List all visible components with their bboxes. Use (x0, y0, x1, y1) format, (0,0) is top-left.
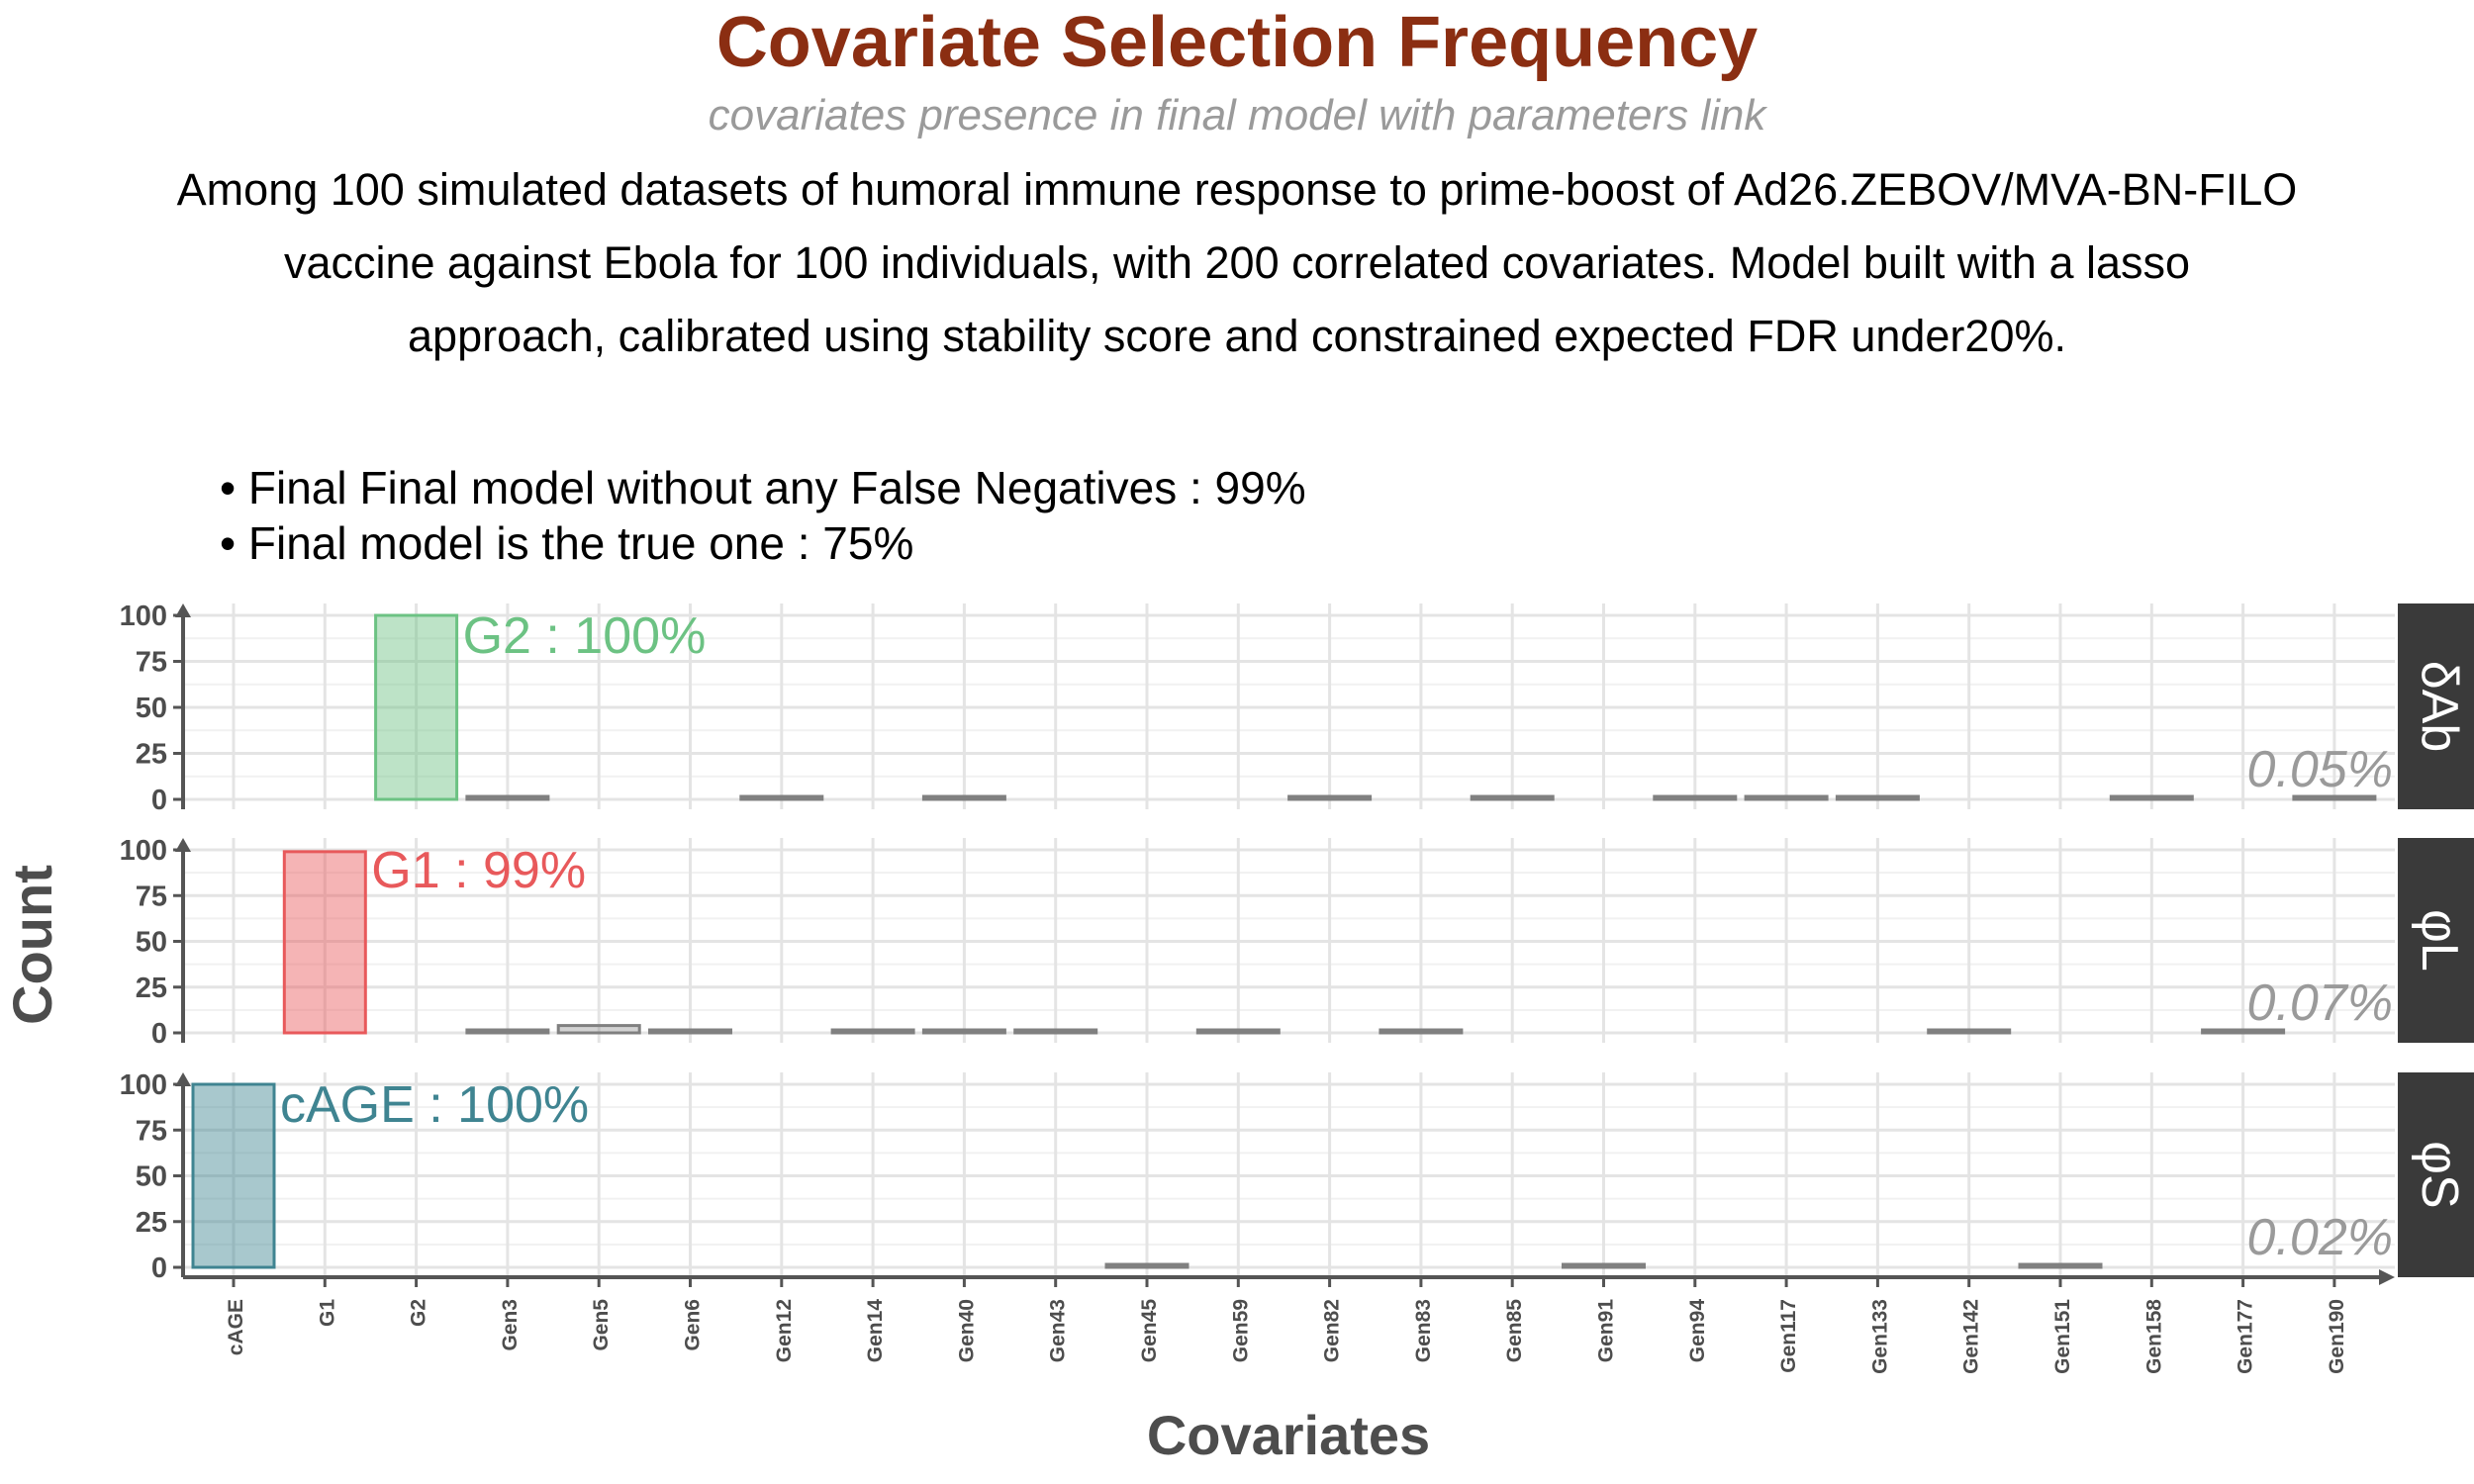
y-tick-label: 50 (136, 927, 167, 959)
panel-strip-label: φL (2411, 909, 2468, 972)
y-tick-label: 50 (136, 693, 167, 724)
x-tick-label: Gen12 (773, 1299, 796, 1362)
caption-line: approach, calibrated using stability sco… (408, 311, 2066, 361)
bar-Gen94 (1653, 794, 1738, 801)
bar-Gen3 (465, 1028, 550, 1035)
x-tick-label: Gen177 (2235, 1299, 2257, 1374)
x-tick-label: Gen59 (1229, 1299, 1252, 1362)
bar-Gen151 (2018, 1262, 2103, 1269)
bar-Gen43 (1013, 1028, 1098, 1035)
x-axis-arrow (2379, 1269, 2395, 1285)
chart-title: Covariate Selection Frequency (715, 3, 1759, 82)
bullet-false-negatives: • Final Final model without any False Ne… (220, 462, 1306, 513)
panel-strip-label: φS (2411, 1141, 2468, 1208)
panel-strip (2398, 603, 2474, 809)
bar-Gen40 (921, 1028, 1006, 1035)
bar-Gen83 (1379, 1028, 1464, 1035)
x-tick-label: Gen14 (864, 1299, 887, 1363)
bar-Gen59 (1195, 1028, 1281, 1035)
bar-Gen142 (1927, 1028, 2012, 1035)
fdr-annotation: 0.05% (2247, 741, 2393, 798)
bar-Gen158 (2109, 794, 2194, 801)
x-tick-label: G2 (408, 1299, 430, 1327)
y-tick-label: 50 (136, 1161, 167, 1193)
x-tick-label: Gen133 (1868, 1299, 1891, 1374)
panel-2 (173, 838, 2474, 1043)
y-tick-label: 75 (136, 1115, 167, 1147)
y-tick-label: 0 (151, 1018, 167, 1050)
fdr-annotation: 0.07% (2247, 974, 2393, 1032)
bar-Gen14 (830, 1028, 915, 1035)
x-tick-label: Gen43 (1047, 1299, 1070, 1362)
panel-strip-label: δAb (2411, 661, 2468, 753)
bar-Gen82 (1287, 794, 1373, 801)
fdr-annotation: 0.02% (2247, 1209, 2393, 1266)
x-tick-label: Gen82 (1321, 1299, 1344, 1362)
x-tick-label: Gen5 (590, 1299, 613, 1351)
x-axis-title: Covariates (1147, 1404, 1430, 1466)
bar-Gen85 (1470, 794, 1555, 801)
x-tick-label: Gen45 (1138, 1299, 1161, 1363)
chart-subtitle: covariates presence in final model with … (708, 91, 1766, 139)
panel-strip (2398, 838, 2474, 1043)
x-tick-label: Gen190 (2326, 1299, 2348, 1374)
caption-line: vaccine against Ebola for 100 individual… (283, 237, 2191, 288)
y-tick-label: 75 (136, 647, 167, 679)
bar-Gen3 (465, 794, 550, 801)
bar-Gen177 (2201, 1028, 2286, 1035)
y-tick-label: 100 (120, 601, 167, 632)
panel-strip (2398, 1072, 2474, 1277)
bar-Gen5 (556, 1024, 641, 1035)
bar-label-cAGE: cAGE : 100% (280, 1076, 589, 1134)
y-tick-label: 25 (136, 1207, 167, 1239)
x-tick-label: Gen151 (2051, 1299, 2074, 1374)
x-tick-label: Gen91 (1595, 1299, 1618, 1363)
bullet-true-model: • Final model is the true one : 75% (220, 517, 914, 569)
x-tick-label: Gen94 (1686, 1299, 1709, 1363)
bar-Gen133 (1835, 794, 1920, 801)
y-tick-label: 100 (120, 1069, 167, 1101)
x-tick-label: Gen158 (2142, 1299, 2165, 1374)
bar-Gen45 (1104, 1262, 1189, 1269)
bar-Gen91 (1562, 1262, 1646, 1269)
x-tick-label: Gen117 (1777, 1299, 1800, 1373)
x-tick-label: Gen40 (955, 1299, 978, 1362)
bar-Gen40 (921, 794, 1006, 801)
summary-bullets: • Final Final model without any False Ne… (220, 460, 1306, 571)
y-tick-label: 75 (136, 881, 167, 912)
y-tick-label: 0 (151, 1252, 167, 1284)
x-tick-label: Gen83 (1412, 1299, 1435, 1362)
panel-1 (173, 603, 2474, 809)
y-tick-label: 0 (151, 785, 167, 816)
caption-line: Among 100 simulated datasets of humoral … (176, 164, 2298, 215)
chart-caption: Among 100 simulated datasets of humoral … (0, 153, 2474, 373)
x-tick-label: Gen6 (682, 1299, 705, 1351)
bar-cAGE (191, 1082, 276, 1269)
bar-Gen12 (739, 794, 824, 801)
x-tick-label: Gen85 (1503, 1299, 1526, 1363)
y-tick-label: 25 (136, 973, 167, 1004)
y-axis-title: Count (1, 865, 63, 1025)
x-tick-label: G1 (316, 1299, 338, 1327)
bar-G2 (374, 613, 459, 801)
x-tick-label: Gen3 (499, 1299, 522, 1351)
bar-label-G2: G2 : 100% (463, 607, 707, 665)
bar-Gen190 (2292, 794, 2377, 801)
x-tick-label: cAGE (225, 1299, 247, 1355)
bar-Gen6 (648, 1028, 732, 1035)
y-tick-label: 25 (136, 739, 167, 771)
panel-3 (173, 1072, 2474, 1277)
x-tick-label: Gen142 (1960, 1299, 1983, 1374)
bar-Gen117 (1744, 794, 1829, 801)
bar-label-G1: G1 : 99% (371, 842, 586, 899)
bar-G1 (282, 850, 367, 1035)
y-tick-label: 100 (120, 835, 167, 867)
